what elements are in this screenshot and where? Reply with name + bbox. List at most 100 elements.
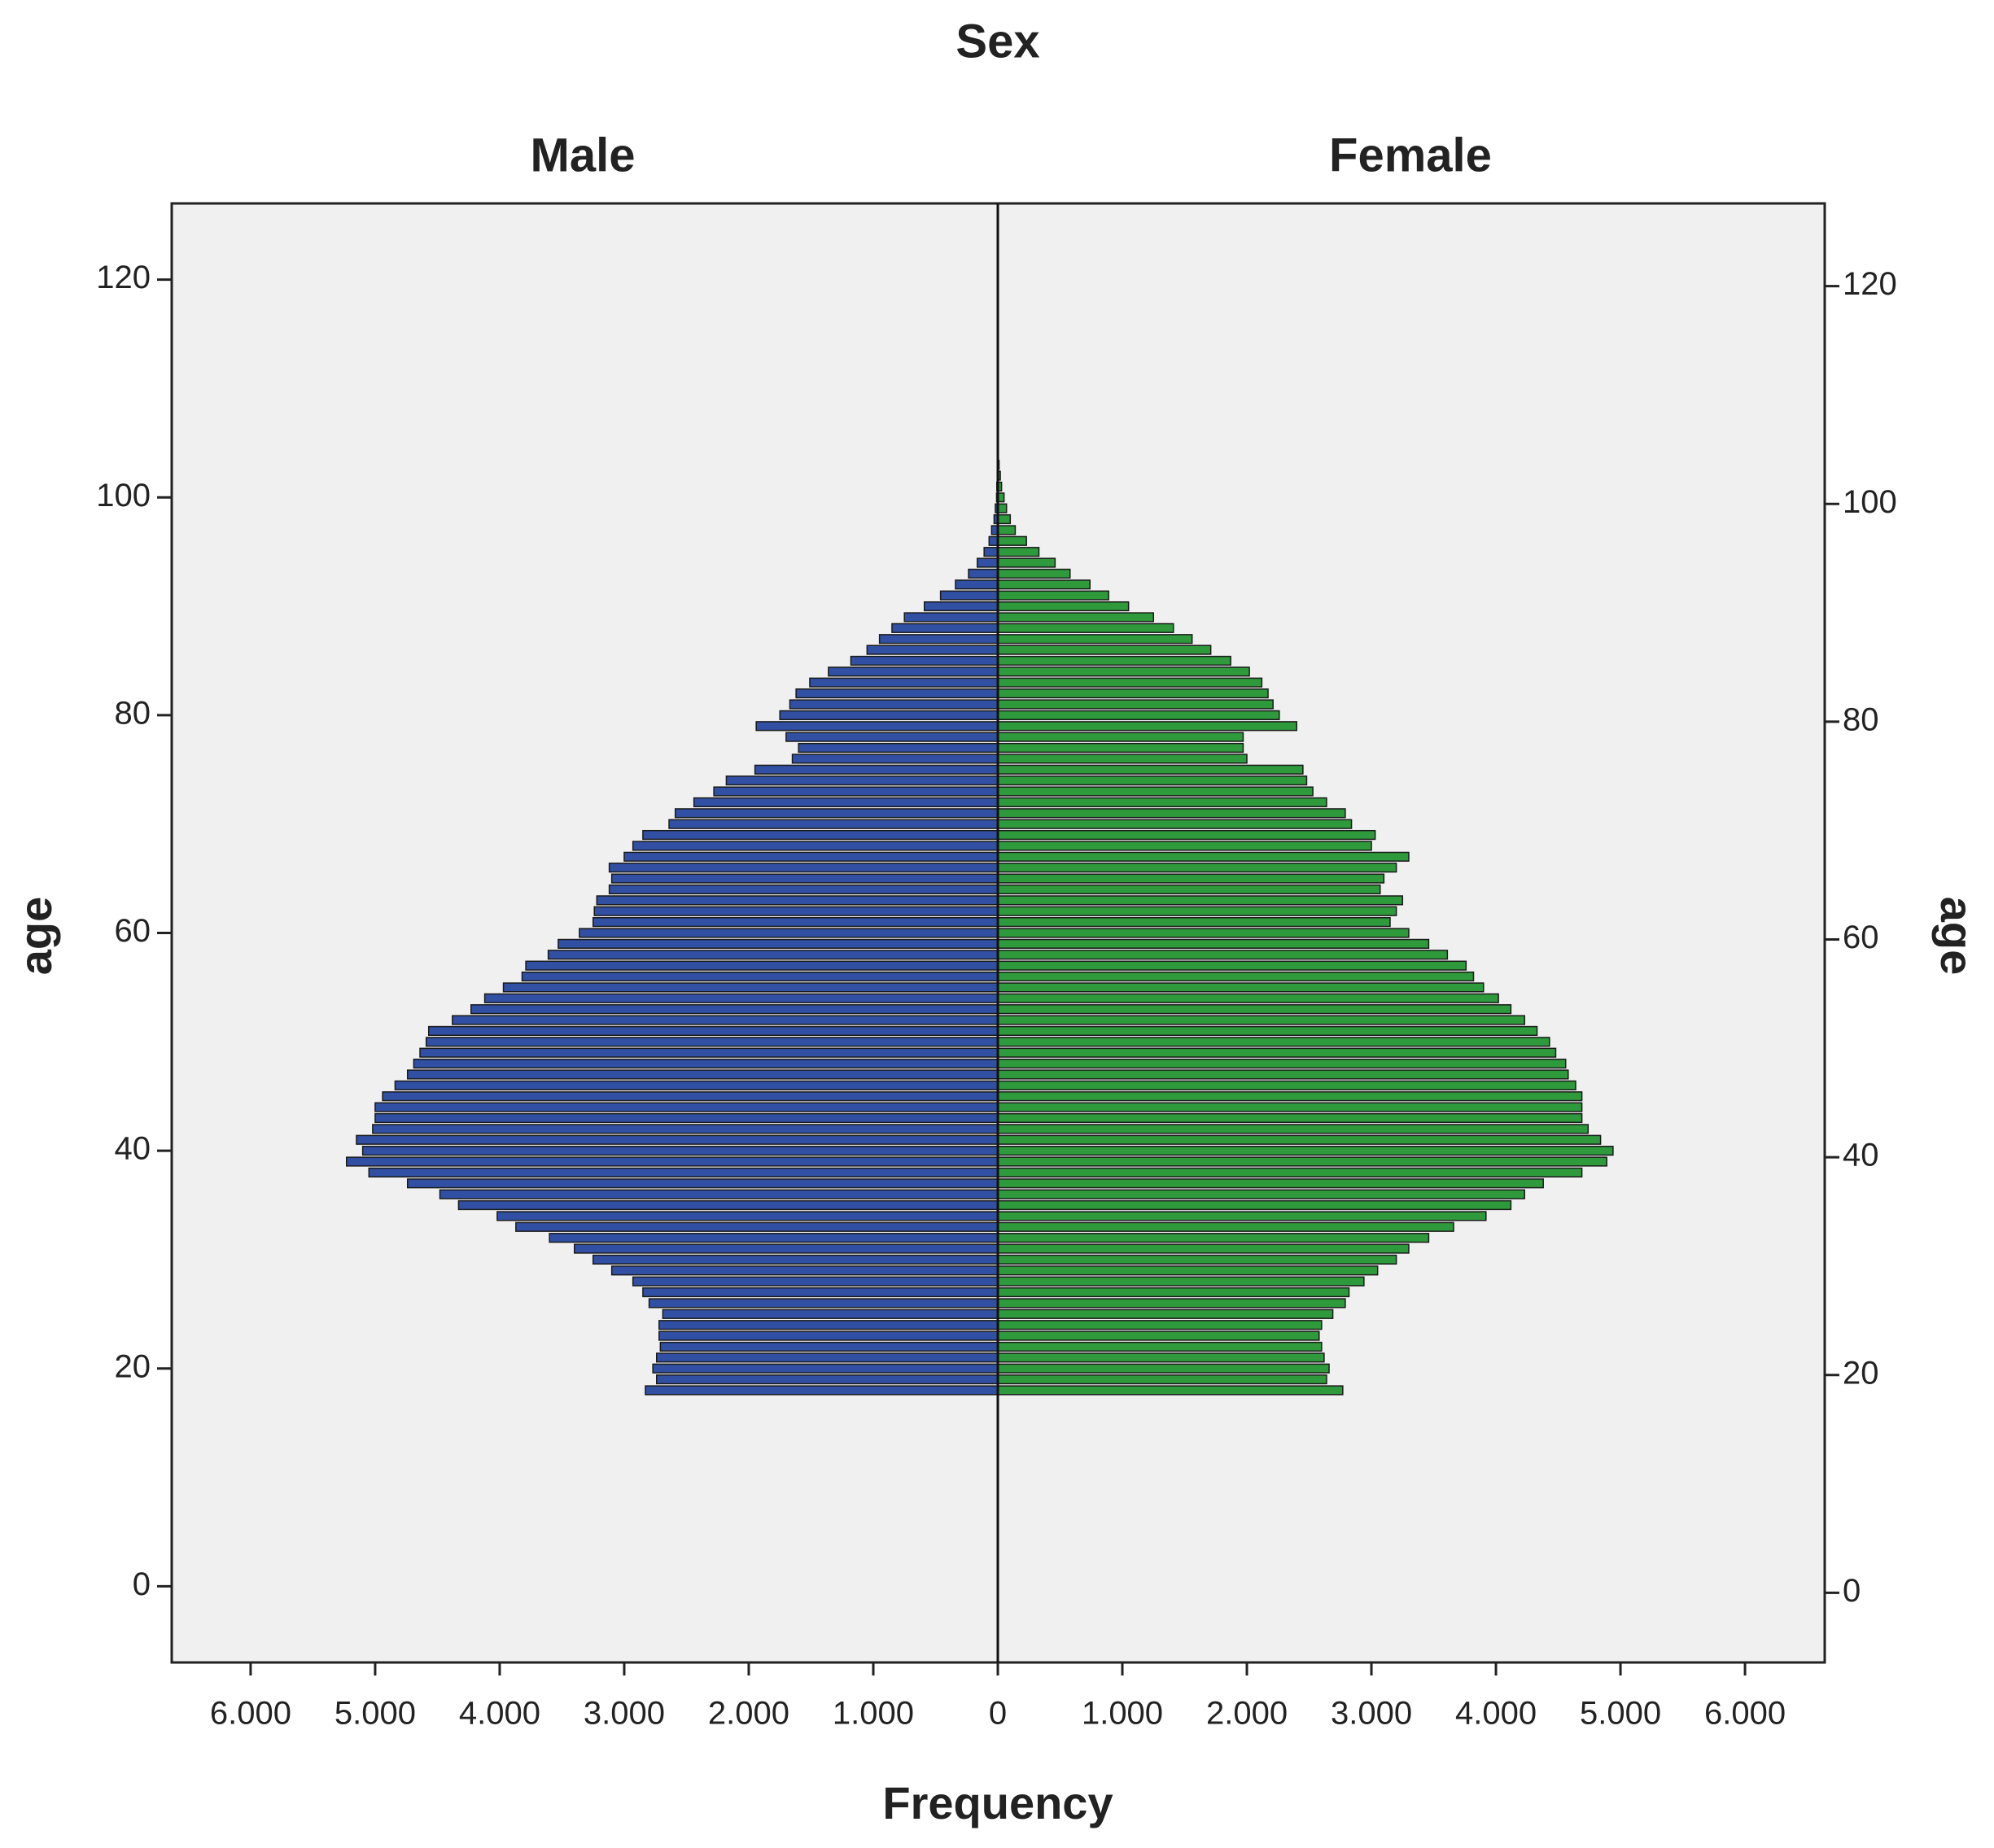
- bar: [997, 1298, 1346, 1308]
- bar: [997, 1025, 1538, 1037]
- y-tick-label: 0: [133, 1566, 151, 1602]
- bar: [394, 1080, 999, 1090]
- bar: [997, 808, 1346, 819]
- bar: [795, 688, 999, 699]
- bar: [413, 1058, 999, 1069]
- y-tick-label: 20: [1843, 1355, 1879, 1391]
- bar: [997, 1167, 1583, 1177]
- chart-title: Sex: [955, 15, 1039, 68]
- bar: [997, 742, 1244, 754]
- bar: [977, 557, 999, 568]
- bar: [596, 895, 999, 906]
- bar: [419, 1047, 999, 1058]
- bar: [427, 1025, 999, 1037]
- bar: [997, 1047, 1557, 1058]
- bar: [923, 601, 999, 612]
- panel-title: Male: [531, 129, 636, 181]
- bar: [903, 612, 999, 623]
- bar: [878, 634, 999, 644]
- bar: [361, 1146, 999, 1156]
- bar: [785, 732, 999, 742]
- bar: [610, 1265, 999, 1276]
- bar: [779, 710, 999, 720]
- bar: [658, 1320, 999, 1330]
- bar: [655, 1374, 999, 1385]
- y-tick-label: 0: [1843, 1573, 1861, 1609]
- bar: [525, 960, 999, 971]
- bar: [997, 1112, 1583, 1124]
- bar: [496, 1211, 999, 1221]
- bar: [997, 579, 1091, 590]
- bar: [955, 579, 999, 590]
- bar: [658, 1330, 999, 1341]
- bar: [997, 863, 1397, 873]
- y-tick-label: 120: [96, 260, 151, 295]
- y-tick-label: 120: [1843, 266, 1897, 302]
- bar: [997, 601, 1130, 612]
- bar: [997, 841, 1372, 851]
- bar: [997, 1058, 1567, 1069]
- x-tick-label: 2.000: [708, 1696, 789, 1732]
- bar: [997, 1015, 1525, 1025]
- bar: [997, 1156, 1607, 1167]
- bar: [791, 754, 999, 764]
- bar: [593, 906, 999, 916]
- bar: [997, 1287, 1350, 1298]
- bar: [457, 1199, 999, 1211]
- y-tick-label: 100: [1843, 484, 1897, 520]
- x-tick-label: 4.000: [1455, 1696, 1537, 1732]
- bar: [828, 666, 999, 677]
- bar: [997, 525, 1017, 535]
- y-tick-label: 40: [115, 1131, 151, 1167]
- y-tick-label: 60: [1843, 920, 1879, 955]
- bar: [997, 590, 1109, 601]
- bar: [608, 863, 999, 873]
- bar: [809, 677, 999, 688]
- bar: [755, 721, 999, 732]
- bar: [713, 786, 999, 797]
- bar: [997, 775, 1308, 786]
- bar: [997, 917, 1391, 928]
- bar: [866, 644, 999, 655]
- bar: [997, 950, 1449, 960]
- bar: [997, 1199, 1512, 1211]
- bar: [558, 938, 999, 949]
- bar: [997, 873, 1385, 884]
- bar: [997, 1037, 1550, 1047]
- x-tick-label: 6.000: [210, 1696, 291, 1732]
- bar: [997, 960, 1467, 971]
- bar: [997, 1320, 1323, 1330]
- bar: [754, 764, 999, 775]
- y-axis-label: age: [10, 897, 61, 976]
- bar: [997, 655, 1231, 666]
- bar: [997, 1352, 1325, 1363]
- bar: [789, 699, 999, 710]
- bar: [374, 1112, 999, 1124]
- bar: [425, 1037, 999, 1047]
- bar: [997, 535, 1027, 546]
- bar: [674, 808, 999, 819]
- bar: [623, 851, 999, 862]
- bar: [502, 982, 999, 993]
- bar: [592, 917, 999, 928]
- panel-title: Female: [1329, 129, 1492, 181]
- bar: [997, 1004, 1512, 1015]
- bar: [997, 513, 1012, 525]
- y-tick-label: 60: [115, 913, 151, 949]
- bar: [997, 1146, 1614, 1156]
- y-tick-label: 100: [96, 478, 151, 513]
- bar: [997, 688, 1269, 699]
- bar: [997, 1134, 1602, 1145]
- bar: [997, 1124, 1590, 1134]
- bar: [997, 1102, 1583, 1112]
- bar: [997, 1091, 1583, 1102]
- bar: [997, 797, 1327, 808]
- bar: [382, 1091, 999, 1102]
- bar: [997, 851, 1410, 862]
- bar: [997, 1233, 1430, 1243]
- bar: [521, 971, 999, 982]
- bar: [632, 1276, 999, 1287]
- bar: [997, 623, 1174, 633]
